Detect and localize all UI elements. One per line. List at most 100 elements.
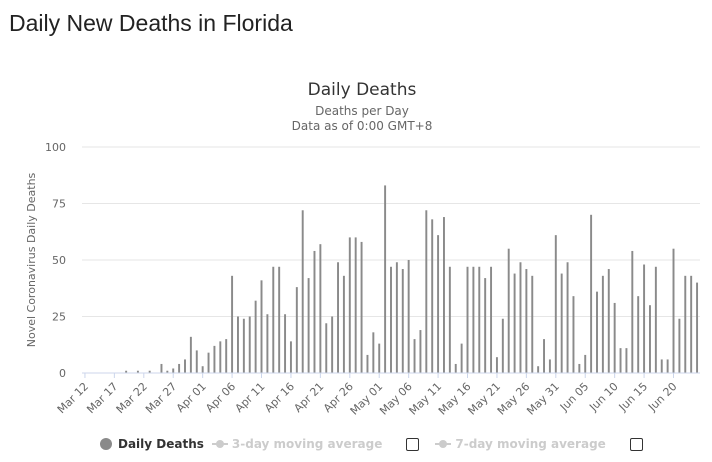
bar xyxy=(613,302,616,373)
bar xyxy=(431,219,434,373)
circle-icon xyxy=(100,438,112,450)
bar xyxy=(366,354,369,373)
y-tick-label: 25 xyxy=(52,311,66,324)
bar xyxy=(672,248,675,373)
legend-label-3-day-average: 3-day moving average xyxy=(231,437,383,451)
line-marker-icon xyxy=(211,439,228,449)
daily-deaths-chart: Daily Deaths Deaths per Day Data as of 0… xyxy=(25,80,700,418)
bar xyxy=(607,269,610,373)
bar xyxy=(537,366,540,373)
bar xyxy=(213,345,216,373)
bar xyxy=(178,363,181,373)
bar xyxy=(596,291,598,373)
bar xyxy=(378,343,381,373)
bar xyxy=(395,262,398,373)
legend-item-3-day-average[interactable]: 3-day moving average xyxy=(211,437,383,451)
bar xyxy=(507,248,510,373)
bar xyxy=(643,264,646,373)
bar xyxy=(278,266,281,373)
x-tick-label: Apr 06 xyxy=(203,380,238,415)
bar xyxy=(125,370,128,373)
bar xyxy=(513,273,516,373)
y-tick-labels: 0 25 50 75 100 xyxy=(45,141,66,380)
bar xyxy=(337,262,339,373)
bar xyxy=(484,278,487,373)
bar xyxy=(419,330,422,373)
bar xyxy=(413,339,416,373)
bar xyxy=(601,275,604,373)
bar xyxy=(519,262,522,373)
bar xyxy=(148,370,151,373)
bar xyxy=(472,266,475,373)
x-tick-label: Jun 20 xyxy=(645,380,679,414)
y-tick-label: 75 xyxy=(52,198,66,211)
bar xyxy=(654,266,657,373)
line-marker-icon xyxy=(435,439,452,449)
bar xyxy=(301,210,304,373)
bar xyxy=(237,316,239,373)
bar xyxy=(225,339,228,373)
bar xyxy=(578,363,581,373)
legend-item-7-day-average[interactable]: 7-day moving average xyxy=(435,437,606,451)
bar xyxy=(231,275,234,373)
bar xyxy=(289,341,292,373)
bar xyxy=(184,359,186,373)
x-tick-label: May 31 xyxy=(524,380,562,418)
bar xyxy=(425,210,428,373)
bar xyxy=(584,354,587,373)
bar xyxy=(160,363,163,373)
bar xyxy=(307,278,310,373)
bar xyxy=(284,314,287,373)
x-tick-label: Apr 11 xyxy=(233,380,268,415)
legend-label-7-day-average: 7-day moving average xyxy=(455,437,606,451)
bar xyxy=(566,262,569,373)
bar xyxy=(242,318,245,373)
chart-subtitle-line-1: Deaths per Day xyxy=(315,104,409,118)
x-tick-label: Jun 05 xyxy=(557,380,591,414)
x-tick-label: Jun 10 xyxy=(586,380,620,414)
bar xyxy=(342,275,345,373)
bar xyxy=(172,368,175,373)
bar xyxy=(501,318,504,373)
y-tick-label: 0 xyxy=(59,367,66,380)
x-tick-label: Jun 15 xyxy=(616,380,650,414)
chart-title: Daily Deaths xyxy=(308,80,417,100)
x-tick-label: Apr 16 xyxy=(262,380,297,415)
x-tick-label: Apr 21 xyxy=(291,380,326,415)
bar xyxy=(690,275,693,373)
bar xyxy=(207,352,210,373)
bar xyxy=(201,366,204,373)
bar xyxy=(619,348,622,373)
x-tick-label: Apr 01 xyxy=(174,380,209,415)
bar xyxy=(696,282,699,373)
bar xyxy=(248,316,251,373)
x-tick-label: Mar 17 xyxy=(84,380,120,416)
bar xyxy=(319,244,322,373)
bar xyxy=(454,363,457,373)
bar xyxy=(631,250,634,373)
legend-item-daily-deaths[interactable]: Daily Deaths xyxy=(100,437,204,451)
y-axis-label: Novel Coronavirus Daily Deaths xyxy=(25,172,38,347)
bar xyxy=(548,359,551,373)
bar xyxy=(195,350,198,373)
checkbox-3-day-average[interactable] xyxy=(406,437,420,451)
bar xyxy=(407,260,410,373)
bar xyxy=(466,266,469,373)
bar xyxy=(354,237,357,373)
bar xyxy=(272,266,275,373)
chart-legend: Daily Deaths 3-day moving average 7-day … xyxy=(100,434,659,454)
bar xyxy=(372,332,375,373)
bar xyxy=(360,241,363,373)
bar xyxy=(260,280,263,373)
bar xyxy=(554,235,557,373)
bar xyxy=(295,287,298,373)
bar xyxy=(189,336,192,373)
bar xyxy=(625,348,628,373)
y-tick-label: 100 xyxy=(45,141,66,154)
chart-subtitle-line-2: Data as of 0:00 GMT+8 xyxy=(292,119,433,133)
bar xyxy=(219,341,222,373)
bar xyxy=(443,217,445,373)
checkbox-7-day-average[interactable] xyxy=(629,437,643,451)
bar xyxy=(649,305,651,373)
